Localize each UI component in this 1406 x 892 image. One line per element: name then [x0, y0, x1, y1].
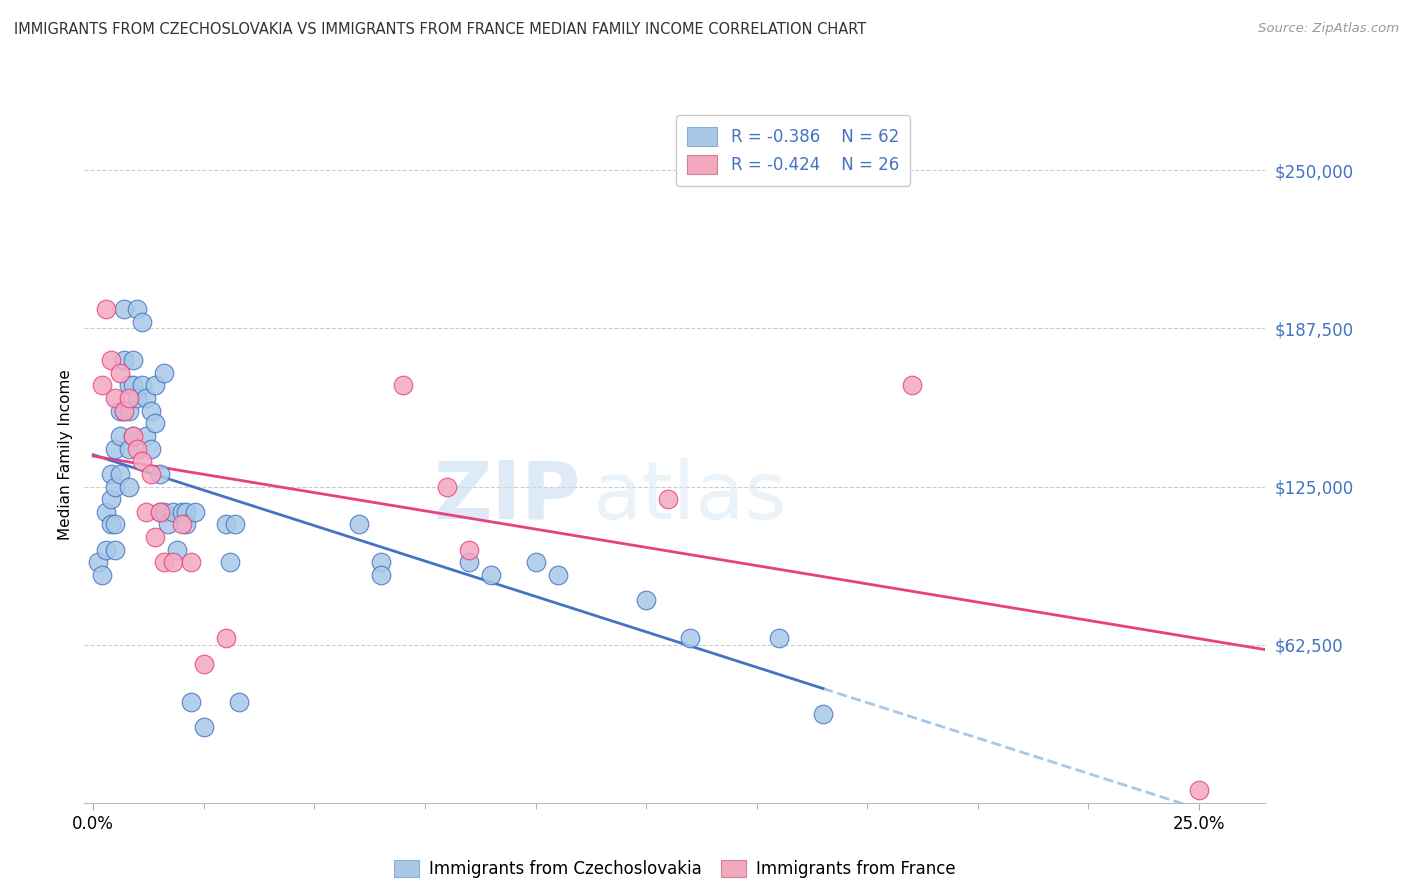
Point	[104, 479, 127, 493]
Point	[811, 707, 834, 722]
Point	[143, 417, 166, 431]
Point	[392, 378, 415, 392]
Point	[143, 530, 166, 544]
Point	[122, 429, 145, 443]
Point	[122, 353, 145, 368]
Point	[108, 467, 131, 481]
Point	[524, 556, 547, 570]
Point	[436, 479, 458, 493]
Point	[127, 391, 149, 405]
Point	[100, 467, 122, 481]
Point	[112, 403, 135, 417]
Point	[170, 505, 193, 519]
Text: IMMIGRANTS FROM CZECHOSLOVAKIA VS IMMIGRANTS FROM FRANCE MEDIAN FAMILY INCOME CO: IMMIGRANTS FROM CZECHOSLOVAKIA VS IMMIGR…	[14, 22, 866, 37]
Point	[143, 378, 166, 392]
Point	[370, 568, 392, 582]
Point	[131, 378, 153, 392]
Point	[104, 517, 127, 532]
Point	[219, 556, 242, 570]
Text: Source: ZipAtlas.com: Source: ZipAtlas.com	[1258, 22, 1399, 36]
Point	[100, 517, 122, 532]
Point	[153, 505, 176, 519]
Point	[547, 568, 569, 582]
Point	[174, 505, 197, 519]
Point	[139, 403, 162, 417]
Point	[91, 378, 114, 392]
Y-axis label: Median Family Income: Median Family Income	[58, 369, 73, 541]
Point	[184, 505, 207, 519]
Point	[170, 517, 193, 532]
Point	[139, 442, 162, 456]
Point	[104, 542, 127, 557]
Point	[162, 556, 184, 570]
Point	[180, 695, 202, 709]
Point	[347, 517, 370, 532]
Point	[117, 479, 139, 493]
Legend: Immigrants from Czechoslovakia, Immigrants from France: Immigrants from Czechoslovakia, Immigran…	[387, 854, 963, 885]
Point	[112, 302, 135, 317]
Point	[96, 302, 118, 317]
Point	[900, 378, 922, 392]
Point	[166, 542, 188, 557]
Point	[127, 442, 149, 456]
Point	[108, 403, 131, 417]
Point	[193, 720, 215, 734]
Point	[131, 315, 153, 329]
Point	[768, 632, 790, 646]
Point	[117, 391, 139, 405]
Point	[96, 542, 118, 557]
Point	[458, 556, 481, 570]
Point	[657, 492, 679, 507]
Point	[174, 517, 197, 532]
Point	[458, 542, 481, 557]
Point	[122, 429, 145, 443]
Point	[193, 657, 215, 671]
Point	[117, 403, 139, 417]
Point	[139, 467, 162, 481]
Point	[91, 568, 114, 582]
Point	[104, 442, 127, 456]
Point	[104, 391, 127, 405]
Point	[162, 505, 184, 519]
Point	[100, 353, 122, 368]
Point	[153, 556, 176, 570]
Text: ZIP: ZIP	[433, 458, 581, 536]
Point	[112, 403, 135, 417]
Point	[117, 442, 139, 456]
Point	[135, 429, 157, 443]
Point	[122, 378, 145, 392]
Point	[108, 366, 131, 380]
Point	[679, 632, 702, 646]
Point	[131, 454, 153, 468]
Point	[215, 632, 238, 646]
Point	[86, 556, 108, 570]
Point	[135, 505, 157, 519]
Point	[479, 568, 502, 582]
Point	[180, 556, 202, 570]
Point	[108, 429, 131, 443]
Point	[100, 492, 122, 507]
Point	[117, 378, 139, 392]
Point	[370, 556, 392, 570]
Point	[636, 593, 658, 607]
Point	[224, 517, 246, 532]
Point	[153, 366, 176, 380]
Point	[157, 517, 180, 532]
Point	[96, 505, 118, 519]
Text: atlas: atlas	[592, 458, 786, 536]
Point	[215, 517, 238, 532]
Point	[148, 505, 170, 519]
Point	[148, 467, 170, 481]
Point	[112, 353, 135, 368]
Point	[1188, 783, 1211, 797]
Point	[148, 505, 170, 519]
Point	[135, 391, 157, 405]
Point	[127, 302, 149, 317]
Point	[228, 695, 250, 709]
